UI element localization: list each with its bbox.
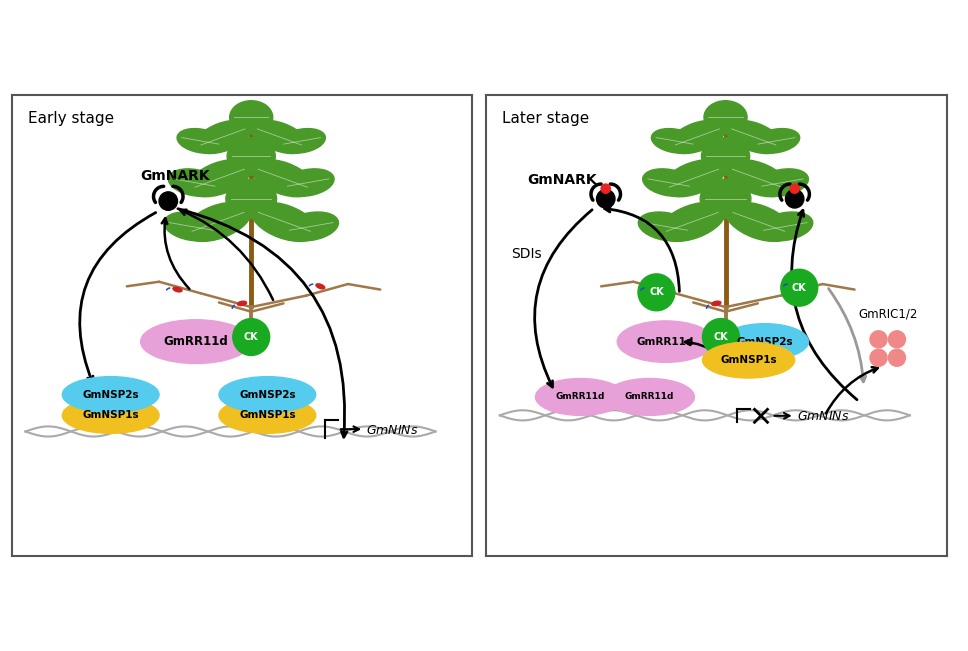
Circle shape (638, 274, 675, 311)
Text: GmNSP2s: GmNSP2s (239, 389, 295, 400)
Ellipse shape (219, 397, 316, 434)
Text: GmRIC1/2: GmRIC1/2 (858, 308, 918, 321)
Ellipse shape (659, 202, 725, 242)
Circle shape (159, 192, 177, 210)
Text: CK: CK (244, 332, 258, 342)
Text: GmNARK: GmNARK (140, 169, 210, 183)
Ellipse shape (726, 159, 788, 197)
Circle shape (232, 318, 270, 355)
Text: $\it{GmNINs}$: $\it{GmNINs}$ (367, 424, 419, 437)
Ellipse shape (177, 129, 224, 153)
Ellipse shape (316, 284, 324, 289)
Ellipse shape (164, 212, 219, 241)
Text: SDIs: SDIs (511, 247, 542, 261)
Ellipse shape (62, 397, 159, 434)
Ellipse shape (618, 321, 714, 363)
Ellipse shape (226, 179, 277, 218)
Ellipse shape (279, 129, 325, 153)
Ellipse shape (227, 137, 275, 175)
Ellipse shape (173, 287, 182, 292)
Ellipse shape (704, 101, 747, 134)
Ellipse shape (643, 169, 695, 196)
Ellipse shape (669, 120, 725, 154)
Circle shape (601, 184, 611, 193)
Ellipse shape (726, 202, 792, 242)
Ellipse shape (252, 159, 314, 197)
Ellipse shape (189, 159, 251, 197)
Ellipse shape (252, 120, 308, 154)
Circle shape (790, 184, 800, 193)
Circle shape (870, 349, 887, 367)
Ellipse shape (702, 137, 749, 175)
Text: $\it{GmNINs}$: $\it{GmNINs}$ (797, 410, 850, 423)
Ellipse shape (756, 169, 808, 196)
Text: CK: CK (792, 283, 806, 293)
Ellipse shape (663, 159, 725, 197)
Ellipse shape (282, 169, 334, 196)
Ellipse shape (284, 212, 339, 241)
Text: GmRR11d: GmRR11d (164, 335, 228, 348)
Text: Early stage: Early stage (28, 111, 114, 126)
Ellipse shape (252, 202, 318, 242)
Ellipse shape (711, 301, 721, 305)
Ellipse shape (638, 212, 693, 241)
Text: GmNSP1s: GmNSP1s (239, 410, 295, 421)
Circle shape (703, 318, 740, 355)
Ellipse shape (700, 179, 751, 218)
Text: GmRR11d: GmRR11d (624, 393, 674, 402)
Circle shape (889, 349, 905, 367)
Ellipse shape (605, 378, 694, 415)
Ellipse shape (753, 129, 800, 153)
Ellipse shape (185, 202, 251, 242)
Text: CK: CK (713, 332, 728, 342)
Circle shape (596, 189, 615, 208)
Ellipse shape (790, 284, 799, 289)
Text: GmRR11d: GmRR11d (556, 393, 605, 402)
Text: GmNSP2s: GmNSP2s (737, 337, 793, 346)
Ellipse shape (62, 377, 159, 413)
Ellipse shape (721, 324, 808, 359)
Ellipse shape (726, 120, 782, 154)
Text: GmRR11d: GmRR11d (637, 337, 694, 346)
Text: CK: CK (650, 287, 664, 298)
Ellipse shape (535, 378, 625, 415)
Ellipse shape (703, 342, 795, 378)
Ellipse shape (195, 120, 251, 154)
Text: Later stage: Later stage (502, 111, 590, 126)
Ellipse shape (219, 377, 316, 413)
Text: GmNSP1s: GmNSP1s (720, 355, 777, 365)
Ellipse shape (758, 212, 813, 241)
Circle shape (781, 270, 818, 306)
Circle shape (785, 189, 803, 208)
Text: GmNSP2s: GmNSP2s (82, 389, 139, 400)
Circle shape (889, 331, 905, 348)
Ellipse shape (140, 320, 252, 363)
Ellipse shape (237, 301, 247, 305)
Ellipse shape (648, 287, 656, 292)
Text: GmNSP1s: GmNSP1s (82, 410, 139, 421)
Circle shape (870, 331, 887, 348)
Ellipse shape (651, 129, 698, 153)
Ellipse shape (168, 169, 221, 196)
Ellipse shape (229, 101, 273, 134)
Text: GmNARK: GmNARK (528, 173, 597, 187)
